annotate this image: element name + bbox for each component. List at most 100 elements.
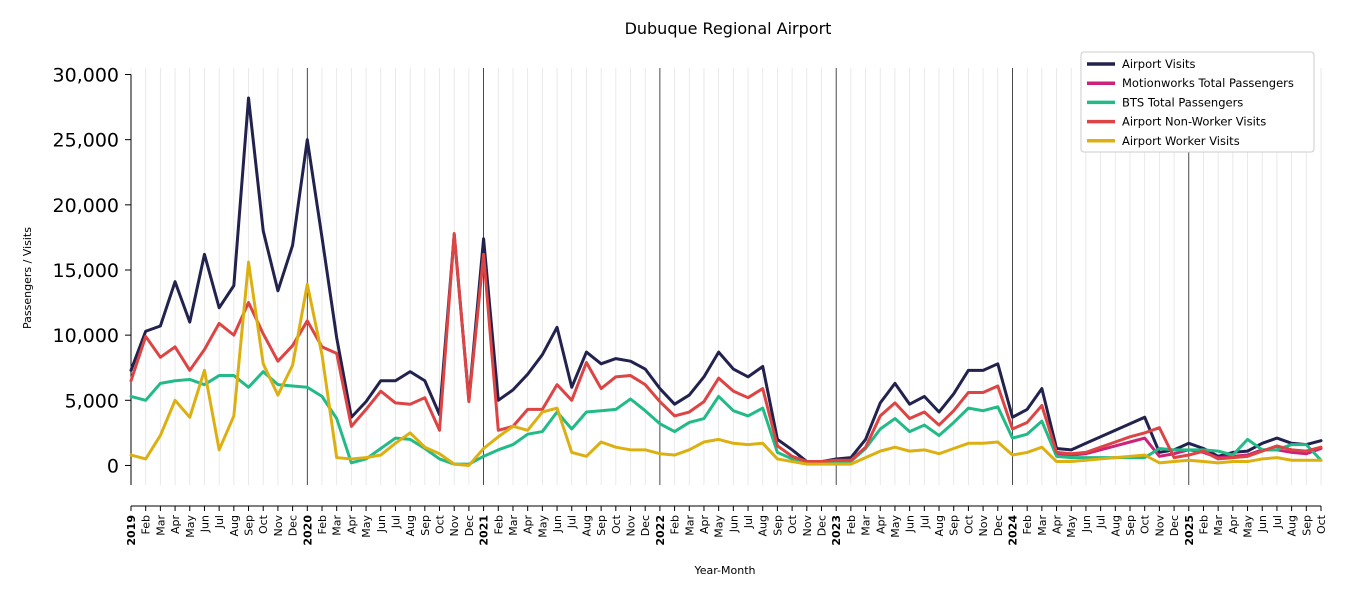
x-tick-label: Jun [727, 515, 740, 533]
x-tick-label: Jul [566, 515, 579, 529]
x-tick-label: 2023 [830, 515, 843, 546]
x-tick-label: Aug [404, 515, 417, 536]
x-tick-label: Nov [625, 515, 638, 537]
x-tick-label: Apr [874, 515, 887, 535]
y-tick-label: 15,000 [53, 260, 119, 282]
x-tick-label: Jul [918, 515, 931, 529]
x-tick-label: Oct [434, 514, 447, 534]
y-tick-label: 0 [107, 455, 119, 477]
x-tick-label: Apr [1051, 515, 1064, 535]
x-tick-label: Dec [1168, 515, 1181, 536]
x-tick-label: Dec [463, 515, 476, 536]
x-tick-label: Aug [1109, 515, 1122, 536]
x-tick-label: May [184, 515, 197, 538]
x-tick-label: Oct [1139, 514, 1152, 534]
x-tick-label: Oct [1315, 514, 1328, 534]
x-tick-label: Sep [595, 515, 608, 536]
x-tick-label: Nov [272, 515, 285, 537]
x-tick-label: Mar [507, 515, 520, 536]
x-tick-label: Apr [698, 515, 711, 535]
x-tick-label: Jun [904, 515, 917, 533]
x-tick-label: Mar [683, 515, 696, 536]
x-tick-label: Apr [169, 515, 182, 535]
legend-entry: BTS Total Passengers [1122, 95, 1243, 109]
x-tick-label: Nov [977, 515, 990, 537]
series-line-airport-visits [129, 96, 1323, 464]
x-tick-label: Jul [1271, 515, 1284, 529]
x-tick-label: Mar [154, 515, 167, 536]
y-tick-label: 25,000 [53, 130, 119, 152]
x-tick-label: Jul [213, 515, 226, 529]
y-tick-label: 5,000 [65, 390, 119, 412]
x-axis-label: Year-Month [693, 564, 755, 577]
x-tick-label: Aug [1286, 515, 1299, 536]
legend-entry: Airport Worker Visits [1122, 134, 1240, 148]
x-tick-label: Jun [375, 515, 388, 533]
x-tick-label: May [889, 515, 902, 538]
x-tick-label: Jun [551, 515, 564, 533]
series-line-airport-non-worker-visits [129, 232, 1323, 464]
x-tick-label: Dec [992, 515, 1005, 536]
x-tick-label: Oct [257, 514, 270, 534]
x-tick-label: Oct [610, 514, 623, 534]
x-tick-label: Feb [1021, 515, 1034, 534]
x-tick-label: Feb [669, 515, 682, 534]
x-tick-label: Sep [419, 515, 432, 536]
x-tick-label: Dec [815, 515, 828, 536]
year-divider-lines [306, 68, 1190, 485]
legend-entry: Airport Visits [1122, 57, 1196, 71]
y-tick-label: 20,000 [53, 195, 119, 217]
x-tick-label: Nov [1153, 515, 1166, 537]
x-tick-label: Apr [345, 515, 358, 535]
x-tick-label: 2025 [1183, 515, 1196, 546]
x-tick-label: Feb [140, 515, 153, 534]
y-tick-label: 30,000 [53, 65, 119, 87]
chart-title: Dubuque Regional Airport [625, 19, 832, 38]
x-tick-label: 2024 [1006, 515, 1019, 546]
x-tick-label: Feb [316, 515, 329, 534]
y-axis-label: Passengers / Visits [21, 227, 34, 329]
x-tick-label: Nov [448, 515, 461, 537]
legend-entry: Motionworks Total Passengers [1122, 76, 1294, 90]
x-tick-label: 2022 [654, 515, 667, 546]
x-tick-label: Apr [1227, 515, 1240, 535]
x-tick-label: Feb [845, 515, 858, 534]
x-tick-label: Aug [757, 515, 770, 536]
x-tick-label: Jun [1080, 515, 1093, 533]
x-tick-label: Sep [948, 515, 961, 536]
x-tick-label: 2020 [301, 515, 314, 546]
x-tick-label: Jun [1256, 515, 1269, 533]
legend-box [1080, 51, 1315, 153]
x-axis: 2019 Feb Mar Apr May Jun Jul Aug Sep Oct Nov Dec 202… [125, 505, 1328, 546]
x-tick-label: Sep [1300, 515, 1313, 536]
x-tick-label: Oct [962, 514, 975, 534]
y-tick-label: 10,000 [53, 325, 119, 347]
series-lines [129, 96, 1323, 467]
x-tick-label: May [536, 515, 549, 538]
x-tick-label: Mar [331, 515, 344, 536]
x-tick-label: Aug [580, 515, 593, 536]
x-tick-label: Feb [492, 515, 505, 534]
x-tick-label: 2021 [478, 515, 491, 546]
y-axis: 0 5,000 10,000 15,000 20,000 25,000 30,000 [53, 65, 132, 485]
x-tick-label: Nov [801, 515, 814, 537]
x-tick-label: Apr [522, 515, 535, 535]
x-tick-label: May [1242, 515, 1255, 538]
x-tick-label: Feb [1197, 515, 1210, 534]
legend: Airport Visits Motionworks Total Passenge… [1080, 51, 1315, 153]
x-tick-label: Mar [1036, 515, 1049, 536]
x-tick-label: Aug [933, 515, 946, 536]
x-tick-label: Aug [228, 515, 241, 536]
x-tick-label: May [360, 515, 373, 538]
x-tick-label: Dec [287, 515, 300, 536]
series-line-airport-worker-visits [129, 260, 1323, 467]
x-tick-label: Jun [198, 515, 211, 533]
x-tick-label: Jul [389, 515, 402, 529]
x-tick-label: Sep [771, 515, 784, 536]
x-tick-label: Oct [786, 514, 799, 534]
x-tick-label: May [713, 515, 726, 538]
x-tick-label: Jul [742, 515, 755, 529]
x-tick-label: Mar [1212, 515, 1225, 536]
x-tick-label: Dec [639, 515, 652, 536]
